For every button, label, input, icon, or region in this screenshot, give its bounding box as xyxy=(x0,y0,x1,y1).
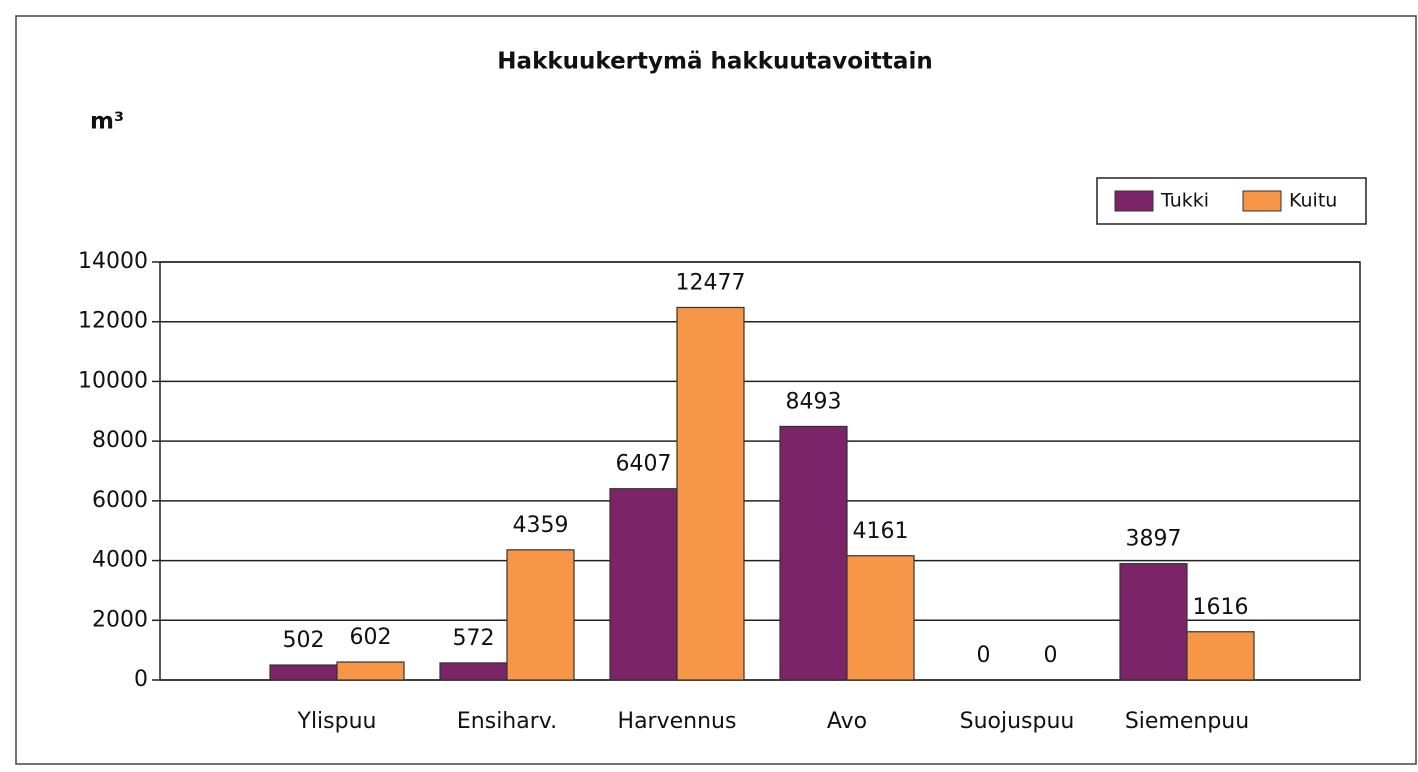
x-tick-label: Avo xyxy=(827,709,867,734)
x-tick-label: Siemenpuu xyxy=(1125,709,1249,734)
x-tick-label: Suojuspuu xyxy=(960,709,1075,734)
data-label: 12477 xyxy=(676,270,746,295)
plot-area xyxy=(159,261,1361,681)
data-label: 4359 xyxy=(513,513,569,538)
bar xyxy=(676,306,745,681)
chart-title: Hakkuukertymä hakkuutavoittain xyxy=(497,49,932,75)
legend-swatch xyxy=(1242,190,1282,212)
bar xyxy=(1119,563,1188,681)
bar xyxy=(846,555,915,681)
x-tick-label: Ensiharv. xyxy=(457,709,557,734)
legend-swatch xyxy=(1114,190,1154,212)
y-tick-label: 10000 xyxy=(78,368,148,393)
frame xyxy=(15,15,1417,765)
bar xyxy=(779,425,848,681)
y-tick-label: 4000 xyxy=(92,548,148,573)
y-tick-label: 12000 xyxy=(78,309,148,334)
y-axis-label: m³ xyxy=(90,109,124,135)
data-label: 3897 xyxy=(1126,527,1182,552)
data-label: 502 xyxy=(283,628,325,653)
legend-label: Tukki xyxy=(1160,190,1209,212)
legend-label: Kuitu xyxy=(1289,190,1337,212)
x-tick-label: Harvennus xyxy=(618,709,737,734)
bar xyxy=(269,664,338,681)
data-label: 8493 xyxy=(786,389,842,414)
data-label: 572 xyxy=(453,626,495,651)
bar xyxy=(506,549,575,681)
y-tick-label: 0 xyxy=(134,667,148,692)
data-label: 0 xyxy=(977,643,991,668)
data-label: 0 xyxy=(1044,643,1058,668)
bar xyxy=(336,661,405,681)
data-label: 1616 xyxy=(1193,595,1249,620)
data-label: 4161 xyxy=(853,519,909,544)
y-tick-label: 14000 xyxy=(78,249,148,274)
data-label: 602 xyxy=(350,625,392,650)
y-tick-label: 6000 xyxy=(92,488,148,513)
x-tick-label: Ylispuu xyxy=(297,709,377,734)
y-tick-label: 8000 xyxy=(92,428,148,453)
bar xyxy=(1186,631,1255,681)
data-label: 6407 xyxy=(616,452,672,477)
bar xyxy=(439,662,508,681)
bar xyxy=(609,488,678,681)
legend-box xyxy=(1096,177,1367,225)
y-tick-label: 2000 xyxy=(92,607,148,632)
